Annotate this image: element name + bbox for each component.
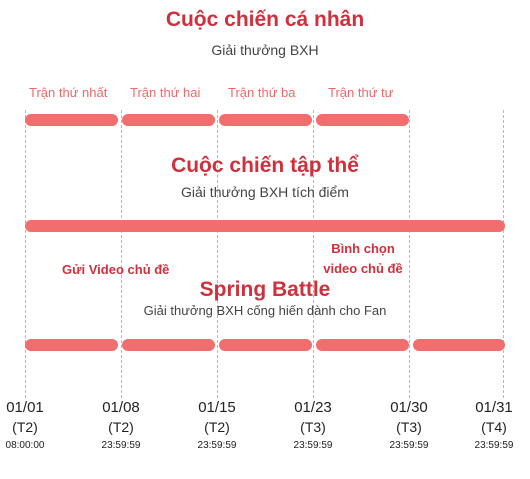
section1-subtitle: Giải thưởng BXH bbox=[211, 42, 319, 58]
submit-video-label: Gửi Video chủ đề bbox=[62, 262, 170, 277]
tick-time: 23:59:59 bbox=[474, 440, 514, 451]
round-label-2: Trận thứ hai bbox=[130, 85, 201, 100]
round-bar-4 bbox=[316, 114, 409, 126]
vote-video-label-line1: Bình chọn bbox=[331, 241, 395, 256]
round-label-3: Trận thứ ba bbox=[228, 85, 296, 100]
tick-time: 23:59:59 bbox=[101, 440, 141, 451]
tick-time: 23:59:59 bbox=[197, 440, 237, 451]
round-label-4: Trận thứ tư bbox=[328, 85, 394, 100]
spring-bar-3 bbox=[219, 339, 312, 351]
spring-bar-2 bbox=[122, 339, 215, 351]
round-bar-1 bbox=[25, 114, 118, 126]
tick-weekday: (T2) bbox=[204, 419, 230, 435]
tick-weekday: (T3) bbox=[300, 419, 326, 435]
section3-title: Spring Battle bbox=[199, 278, 331, 301]
timeline-guide-3 bbox=[217, 110, 218, 398]
vote-video-label: Bình chọn video chủ đề bbox=[310, 239, 416, 279]
timeline-guide-1 bbox=[25, 110, 26, 398]
tick-weekday: (T2) bbox=[12, 419, 38, 435]
tick-date: 01/01 bbox=[6, 399, 44, 416]
tick-weekday: (T3) bbox=[396, 419, 422, 435]
spring-bar-5 bbox=[413, 339, 505, 351]
section2-subtitle: Giải thưởng BXH tích điểm bbox=[181, 184, 349, 200]
timeline-tick-3: 01/15 (T2) 23:59:59 bbox=[181, 398, 253, 454]
round-bar-2 bbox=[122, 114, 215, 126]
tick-weekday: (T4) bbox=[481, 419, 507, 435]
round-label-1: Trận thứ nhất bbox=[29, 85, 108, 100]
vote-video-label-line2: video chủ đề bbox=[323, 261, 403, 276]
timeline-guide-2 bbox=[121, 110, 122, 398]
tick-weekday: (T2) bbox=[108, 419, 134, 435]
section2-title: Cuộc chiến tập thể bbox=[171, 154, 359, 177]
timeline-tick-2: 01/08 (T2) 23:59:59 bbox=[85, 398, 157, 454]
tick-time: 23:59:59 bbox=[293, 440, 333, 451]
tick-time: 23:59:59 bbox=[389, 440, 429, 451]
tick-time: 08:00:00 bbox=[5, 440, 45, 451]
timeline-tick-1: 01/01 (T2) 08:00:00 bbox=[0, 398, 61, 454]
tick-date: 01/31 bbox=[475, 399, 513, 416]
tick-date: 01/15 bbox=[198, 399, 236, 416]
spring-bar-4 bbox=[316, 339, 409, 351]
timeline-tick-6: 01/31 (T4) 23:59:59 bbox=[458, 398, 530, 454]
tick-date: 01/30 bbox=[390, 399, 428, 416]
section1-title: Cuộc chiến cá nhân bbox=[165, 8, 365, 31]
timeline-guide-5 bbox=[409, 110, 410, 398]
timeline-guide-4 bbox=[313, 110, 314, 398]
spring-bar-1 bbox=[25, 339, 118, 351]
timeline-tick-5: 01/30 (T3) 23:59:59 bbox=[373, 398, 445, 454]
section3-subtitle: Giải thưởng BXH cống hiến dành cho Fan bbox=[143, 303, 387, 318]
timeline-guide-6 bbox=[503, 110, 504, 398]
timeline-tick-4: 01/23 (T3) 23:59:59 bbox=[277, 398, 349, 454]
tick-date: 01/08 bbox=[102, 399, 140, 416]
tick-date: 01/23 bbox=[294, 399, 332, 416]
team-battle-bar bbox=[25, 220, 505, 232]
round-bar-3 bbox=[219, 114, 312, 126]
